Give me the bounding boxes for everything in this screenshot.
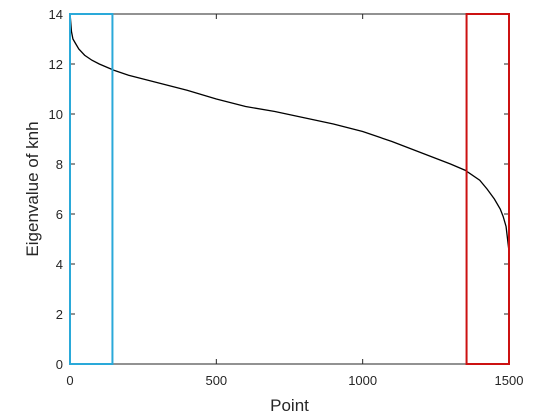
y-tick-label: 12 [49, 57, 63, 72]
y-tick-label: 6 [56, 207, 63, 222]
highlight-region-left [69, 13, 114, 365]
highlight-regions [69, 13, 510, 365]
y-tick-label: 14 [49, 7, 63, 22]
x-axis-title: Point [270, 396, 309, 415]
eigenvalue-series-line [69, 16, 510, 252]
x-tick-label: 0 [66, 373, 73, 388]
y-tick-label: 2 [56, 307, 63, 322]
highlight-region-right [465, 13, 510, 365]
y-tick-label: 4 [56, 257, 63, 272]
x-tick-label: 1500 [495, 373, 524, 388]
y-axis-title: Eigenvalue of knh [23, 121, 42, 256]
x-tick-label: 500 [205, 373, 227, 388]
y-tick-label: 8 [56, 157, 63, 172]
y-tick-label: 10 [49, 107, 63, 122]
tick-labels: 0 500 1000 1500 0 2 4 6 8 10 12 14 [49, 7, 524, 388]
y-tick-label: 0 [56, 357, 63, 372]
x-tick-label: 1000 [348, 373, 377, 388]
